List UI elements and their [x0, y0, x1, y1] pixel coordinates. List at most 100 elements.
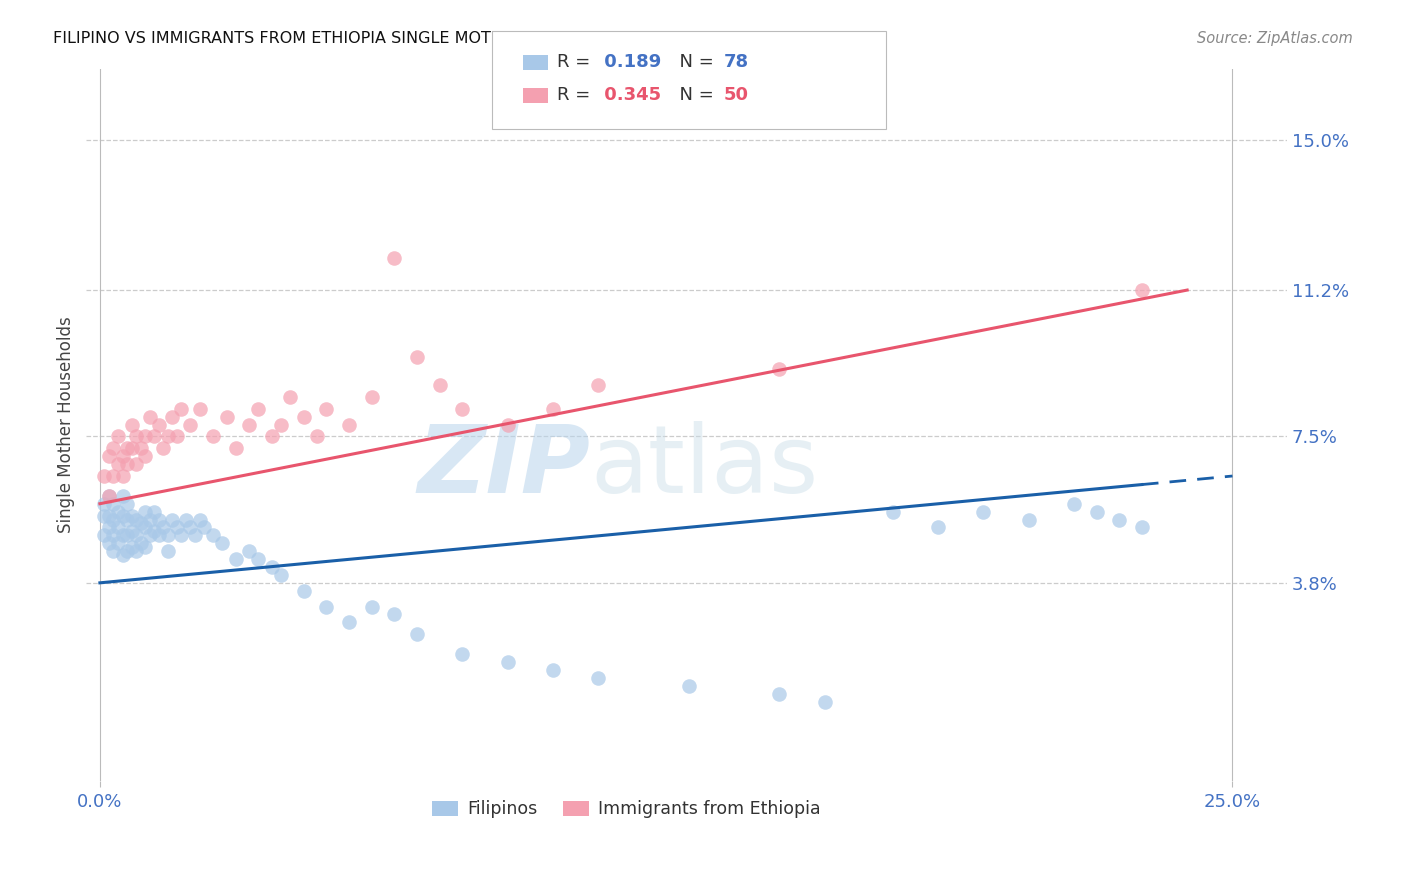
Point — [278, 390, 301, 404]
Point — [541, 401, 564, 416]
Text: N =: N = — [668, 87, 720, 104]
Point — [125, 512, 148, 526]
Point — [103, 497, 125, 511]
Point — [292, 409, 315, 424]
Point — [188, 401, 211, 416]
Text: 0.345: 0.345 — [598, 87, 661, 104]
Point — [162, 512, 184, 526]
Text: R =: R = — [557, 87, 596, 104]
Point — [125, 528, 148, 542]
Text: ZIP: ZIP — [418, 421, 591, 513]
Point — [138, 528, 160, 542]
Point — [93, 508, 115, 523]
Point — [1130, 520, 1153, 534]
Point — [97, 508, 120, 523]
Point — [166, 429, 188, 443]
Point — [111, 469, 134, 483]
Point — [260, 560, 283, 574]
Text: atlas: atlas — [591, 421, 818, 513]
Point — [111, 449, 134, 463]
Point — [111, 548, 134, 562]
Point — [129, 442, 152, 456]
Point — [586, 671, 609, 685]
Point — [188, 512, 211, 526]
Point — [174, 512, 197, 526]
Point — [107, 536, 129, 550]
Point — [972, 505, 994, 519]
Point — [103, 442, 125, 456]
Point — [156, 544, 179, 558]
Point — [115, 457, 138, 471]
Point — [138, 409, 160, 424]
Point — [360, 390, 382, 404]
Point — [382, 607, 405, 622]
Point — [1018, 512, 1040, 526]
Point — [315, 599, 337, 614]
Point — [129, 536, 152, 550]
Point — [247, 552, 270, 566]
Point — [406, 627, 429, 641]
Point — [215, 409, 238, 424]
Text: N =: N = — [668, 54, 720, 71]
Point — [125, 544, 148, 558]
Point — [156, 528, 179, 542]
Point — [134, 449, 156, 463]
Point — [238, 544, 260, 558]
Point — [93, 469, 115, 483]
Point — [179, 417, 201, 432]
Point — [382, 252, 405, 266]
Point — [170, 401, 193, 416]
Point — [337, 417, 360, 432]
Point — [97, 449, 120, 463]
Point — [406, 351, 429, 365]
Point — [129, 516, 152, 531]
Point — [134, 520, 156, 534]
Point — [134, 540, 156, 554]
Point — [768, 362, 790, 376]
Point — [451, 647, 474, 661]
Point — [1108, 512, 1130, 526]
Point — [270, 417, 292, 432]
Point — [125, 429, 148, 443]
Point — [103, 528, 125, 542]
Point — [211, 536, 233, 550]
Y-axis label: Single Mother Households: Single Mother Households — [58, 316, 75, 533]
Point — [148, 528, 170, 542]
Point — [152, 520, 174, 534]
Point — [107, 505, 129, 519]
Point — [97, 489, 120, 503]
Point — [162, 409, 184, 424]
Point — [111, 489, 134, 503]
Point — [97, 536, 120, 550]
Point — [270, 568, 292, 582]
Point — [107, 429, 129, 443]
Point — [134, 505, 156, 519]
Point — [184, 528, 207, 542]
Point — [768, 687, 790, 701]
Point — [93, 497, 115, 511]
Point — [586, 378, 609, 392]
Point — [121, 508, 143, 523]
Point — [1130, 283, 1153, 297]
Point — [115, 544, 138, 558]
Point — [143, 429, 166, 443]
Text: R =: R = — [557, 54, 596, 71]
Point — [927, 520, 949, 534]
Point — [111, 528, 134, 542]
Point — [107, 520, 129, 534]
Point — [115, 442, 138, 456]
Text: FILIPINO VS IMMIGRANTS FROM ETHIOPIA SINGLE MOTHER HOUSEHOLDS CORRELATION CHART: FILIPINO VS IMMIGRANTS FROM ETHIOPIA SIN… — [53, 31, 821, 46]
Point — [1085, 505, 1108, 519]
Point — [121, 442, 143, 456]
Point — [134, 429, 156, 443]
Point — [260, 429, 283, 443]
Point — [143, 524, 166, 539]
Point — [814, 694, 837, 708]
Point — [97, 489, 120, 503]
Point — [121, 524, 143, 539]
Point — [202, 528, 225, 542]
Point — [152, 442, 174, 456]
Point — [166, 520, 188, 534]
Point — [360, 599, 382, 614]
Point — [1063, 497, 1085, 511]
